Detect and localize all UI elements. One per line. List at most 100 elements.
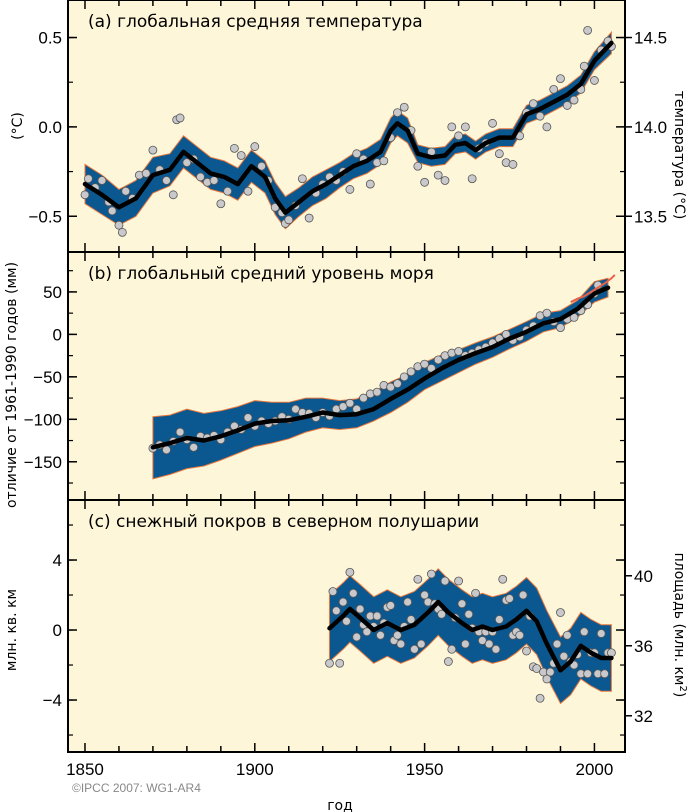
data-point <box>338 597 348 607</box>
data-point <box>508 160 518 169</box>
data-point <box>114 220 124 230</box>
data-point <box>600 669 610 679</box>
data-point <box>243 186 253 196</box>
data-point <box>460 639 470 649</box>
y-axis-label-temperature-anomaly: (°C) <box>10 112 26 140</box>
data-point <box>443 657 453 666</box>
x-tick-label: 1900 <box>236 760 274 779</box>
panel-c <box>67 499 632 753</box>
panel-background <box>68 252 625 500</box>
data-point <box>403 597 413 607</box>
panel-title: (a) глобальная средняя температура <box>88 12 423 32</box>
data-point <box>454 346 463 356</box>
data-point <box>372 387 382 397</box>
panel-frame <box>67 499 626 753</box>
data-point <box>121 186 131 196</box>
y-tick-label: 50 <box>43 283 62 302</box>
data-point <box>410 644 419 654</box>
data-point <box>328 587 338 596</box>
data-point <box>399 372 409 382</box>
data-point <box>484 639 494 649</box>
data-point <box>396 639 406 649</box>
data-point <box>243 413 253 423</box>
data-point <box>447 122 457 132</box>
data-point <box>386 601 396 610</box>
y-right-tick-label: 36 <box>634 637 653 656</box>
data-point <box>556 608 565 617</box>
data-point <box>596 629 606 638</box>
data-point <box>223 186 233 196</box>
y-right-axis-label-area: площадь (млн. км2) <box>671 553 689 698</box>
panel-background <box>68 0 625 252</box>
data-point <box>505 594 514 603</box>
uncertainty-band <box>152 277 609 480</box>
data-point <box>556 323 565 332</box>
y-right-axis-label-temperature: температура (°C) <box>671 91 687 220</box>
data-point <box>552 639 562 649</box>
data-point <box>522 646 531 656</box>
data-point <box>345 398 355 408</box>
data-point <box>515 630 525 640</box>
y-axis-label-snow-cover: млн. кв. км <box>4 589 20 671</box>
data-point <box>352 149 362 159</box>
altimetry-line <box>570 274 616 303</box>
data-point <box>491 644 501 654</box>
data-point <box>549 84 559 94</box>
data-point <box>583 25 593 35</box>
data-point <box>579 61 589 71</box>
data-point <box>440 576 450 586</box>
y-axis-label-sea-level: отличие от 1961-1990 годов (мм) <box>4 262 20 508</box>
data-point <box>236 151 246 160</box>
data-point <box>393 630 402 640</box>
panel-title: (b) глобальный средний уровень моря <box>88 264 434 284</box>
data-point <box>189 442 199 452</box>
data-point <box>607 648 616 658</box>
copyright-text: ©IPCC 2007: WG1-AR4 <box>72 781 201 795</box>
data-point <box>542 674 552 684</box>
data-point <box>528 99 538 109</box>
data-point <box>447 644 457 654</box>
data-point <box>362 627 372 637</box>
smoothed-line <box>327 599 614 673</box>
data-point <box>535 111 545 121</box>
data-point <box>379 156 389 166</box>
data-point <box>365 179 375 189</box>
panel-a <box>67 0 632 253</box>
data-point <box>325 658 334 668</box>
data-point <box>141 168 151 178</box>
data-point <box>348 588 358 598</box>
data-point <box>488 118 497 128</box>
data-point <box>545 667 555 677</box>
data-point <box>352 632 362 642</box>
y-tick-label: −150 <box>24 453 62 472</box>
data-point <box>437 609 446 619</box>
data-point <box>250 142 260 151</box>
data-point <box>117 227 127 237</box>
y-tick-label: 4 <box>53 551 62 570</box>
data-point <box>460 122 470 132</box>
data-point <box>532 664 542 673</box>
data-point <box>569 95 579 105</box>
data-point <box>345 185 355 194</box>
y-right-tick-label: 32 <box>634 707 653 726</box>
data-point <box>107 206 117 216</box>
data-point <box>454 576 463 586</box>
data-point <box>413 161 423 171</box>
data-point <box>304 213 314 223</box>
data-point <box>457 599 467 609</box>
data-point <box>420 590 430 600</box>
data-point <box>535 693 545 703</box>
data-point <box>406 615 416 624</box>
data-point <box>355 604 365 614</box>
data-point <box>399 102 409 112</box>
label-part: площадь (млн. км <box>671 553 687 686</box>
y-tick-label: −100 <box>24 410 62 429</box>
x-tick-label: 1950 <box>406 760 444 779</box>
data-point <box>162 445 171 455</box>
y-tick-label: −50 <box>33 368 62 387</box>
data-point <box>464 609 474 619</box>
data-point <box>342 616 351 626</box>
data-point <box>467 174 477 184</box>
data-point <box>168 190 178 200</box>
data-point <box>372 611 382 621</box>
